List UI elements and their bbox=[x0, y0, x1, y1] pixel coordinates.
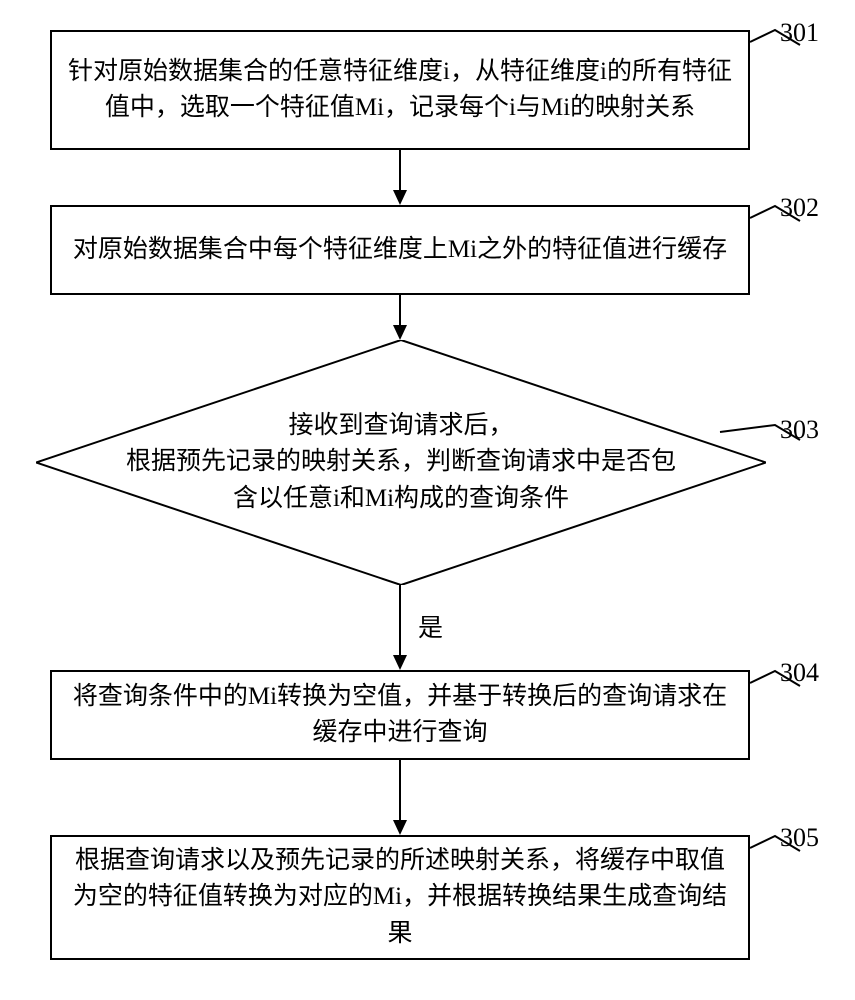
step-305-number: 305 bbox=[780, 823, 819, 853]
flowchart-canvas: 针对原始数据集合的任意特征维度i，从特征维度i的所有特征值中，选取一个特征值Mi… bbox=[0, 0, 855, 1000]
step-305-leader bbox=[0, 0, 855, 1000]
